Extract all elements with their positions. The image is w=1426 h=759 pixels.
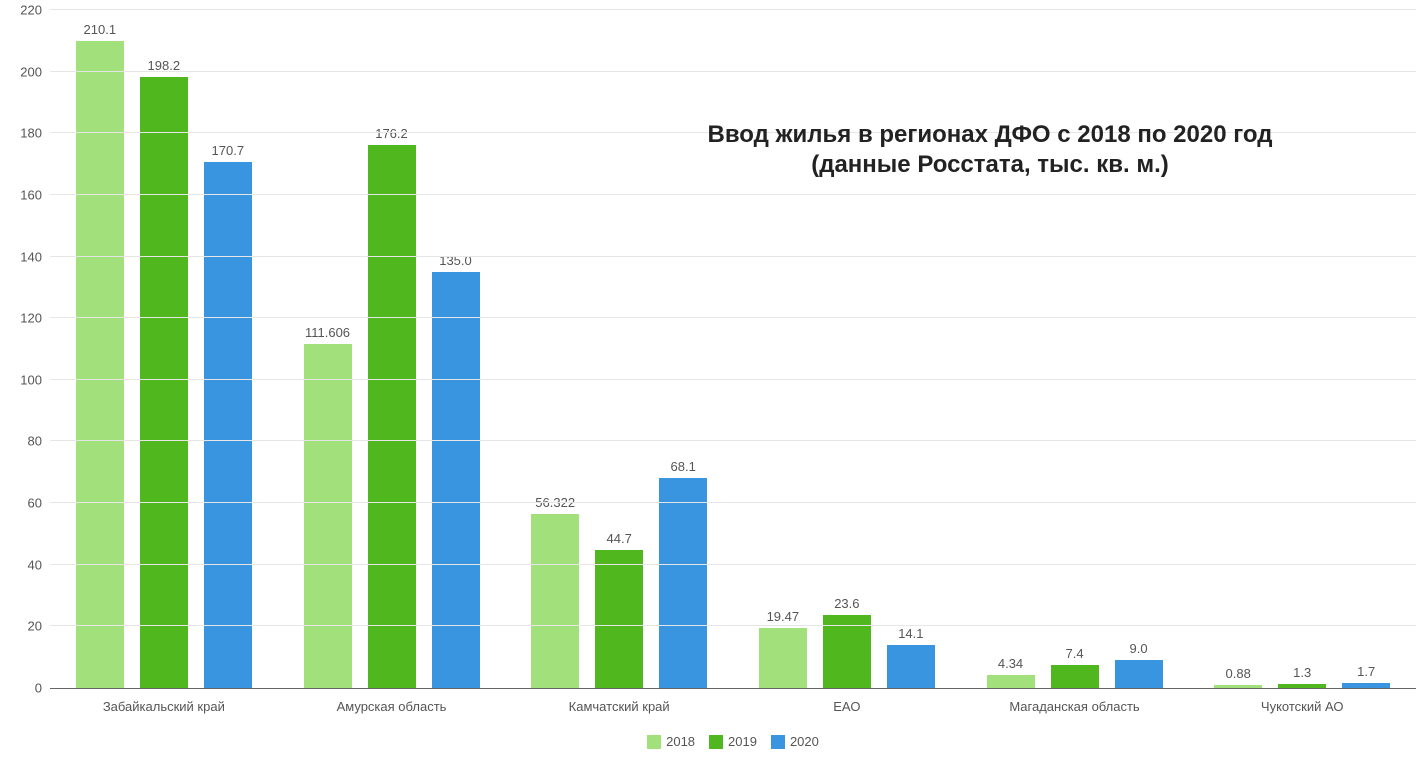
bar-value-label: 210.1 xyxy=(84,22,117,37)
x-axis-label: ЕАО xyxy=(733,699,961,714)
y-tick-label: 80 xyxy=(10,434,42,449)
legend-swatch xyxy=(647,735,661,749)
legend-label: 2019 xyxy=(728,734,757,749)
chart-title: Ввод жилья в регионах ДФО с 2018 по 2020… xyxy=(570,120,1410,180)
y-tick-label: 140 xyxy=(10,249,42,264)
bar: 1.3 xyxy=(1278,684,1326,688)
legend-item: 2018 xyxy=(647,734,695,749)
y-tick-label: 200 xyxy=(10,64,42,79)
bar-groups: 210.1198.2170.7111.606176.2135.056.32244… xyxy=(50,10,1416,688)
bar-value-label: 9.0 xyxy=(1129,641,1147,656)
bar: 14.1 xyxy=(887,645,935,688)
bar: 210.1 xyxy=(76,41,124,688)
legend-item: 2020 xyxy=(771,734,819,749)
x-axis-label: Чукотский АО xyxy=(1188,699,1416,714)
bar: 56.322 xyxy=(531,514,579,688)
y-tick-label: 180 xyxy=(10,126,42,141)
gridline xyxy=(50,71,1416,72)
legend-label: 2018 xyxy=(666,734,695,749)
gridline xyxy=(50,502,1416,503)
x-axis-label: Магаданская область xyxy=(961,699,1189,714)
y-tick-label: 40 xyxy=(10,557,42,572)
bar-value-label: 19.47 xyxy=(767,609,800,624)
bar: 170.7 xyxy=(204,162,252,688)
bar: 1.7 xyxy=(1342,683,1390,688)
legend-label: 2020 xyxy=(790,734,819,749)
bar: 19.47 xyxy=(759,628,807,688)
gridline xyxy=(50,625,1416,626)
bar: 7.4 xyxy=(1051,665,1099,688)
legend: 2018 2019 2020 xyxy=(50,734,1416,749)
gridline xyxy=(50,564,1416,565)
bar-value-label: 4.34 xyxy=(998,656,1023,671)
bar-value-label: 111.606 xyxy=(305,325,350,340)
bar-group: 56.322 44.7 68.1 xyxy=(505,10,733,688)
gridline xyxy=(50,440,1416,441)
bar-group: 111.606176.2135.0 xyxy=(278,10,506,688)
bar-group: 210.1 198.2 170.7 xyxy=(50,10,278,688)
y-tick-label: 0 xyxy=(10,681,42,696)
bar-value-label: 14.1 xyxy=(898,626,923,641)
y-tick-label: 160 xyxy=(10,187,42,202)
bar-value-label: 170.7 xyxy=(212,143,245,158)
bar: 176.2 xyxy=(368,145,416,688)
bar: 111.606 xyxy=(304,344,352,688)
legend-swatch xyxy=(709,735,723,749)
gridline xyxy=(50,317,1416,318)
chart-container: 210.1198.2170.7111.606176.2135.056.32244… xyxy=(0,0,1426,759)
bar: 44.7 xyxy=(595,550,643,688)
y-tick-label: 220 xyxy=(10,3,42,18)
y-tick-label: 120 xyxy=(10,311,42,326)
x-axis-labels: Забайкальский крайАмурская областьКамчат… xyxy=(50,699,1416,714)
bar-value-label: 7.4 xyxy=(1065,646,1083,661)
gridline xyxy=(50,256,1416,257)
bar-group: 0.88 1.3 1.7 xyxy=(1188,10,1416,688)
y-tick-label: 100 xyxy=(10,372,42,387)
bar-value-label: 0.88 xyxy=(1226,666,1251,681)
gridline xyxy=(50,379,1416,380)
bar-value-label: 68.1 xyxy=(671,459,696,474)
y-tick-label: 60 xyxy=(10,496,42,511)
legend-item: 2019 xyxy=(709,734,757,749)
bar-value-label: 23.6 xyxy=(834,596,859,611)
bar: 68.1 xyxy=(659,478,707,688)
gridline xyxy=(50,9,1416,10)
bar: 4.34 xyxy=(987,675,1035,688)
x-axis-label: Забайкальский край xyxy=(50,699,278,714)
bar: 198.2 xyxy=(140,77,188,688)
plot-area: 210.1198.2170.7111.606176.2135.056.32244… xyxy=(50,10,1416,689)
gridline xyxy=(50,194,1416,195)
bar-group: 19.47 23.6 14.1 xyxy=(733,10,961,688)
bar: 9.0 xyxy=(1115,660,1163,688)
legend-swatch xyxy=(771,735,785,749)
bar-group: 4.34 7.4 9.0 xyxy=(961,10,1189,688)
bar-value-label: 44.7 xyxy=(607,531,632,546)
bar: 0.88 xyxy=(1214,685,1262,688)
x-axis-label: Камчатский край xyxy=(505,699,733,714)
x-axis-label: Амурская область xyxy=(278,699,506,714)
bar-value-label: 1.3 xyxy=(1293,665,1311,680)
bar-value-label: 176.2 xyxy=(375,126,408,141)
bar-value-label: 1.7 xyxy=(1357,664,1375,679)
y-tick-label: 20 xyxy=(10,619,42,634)
